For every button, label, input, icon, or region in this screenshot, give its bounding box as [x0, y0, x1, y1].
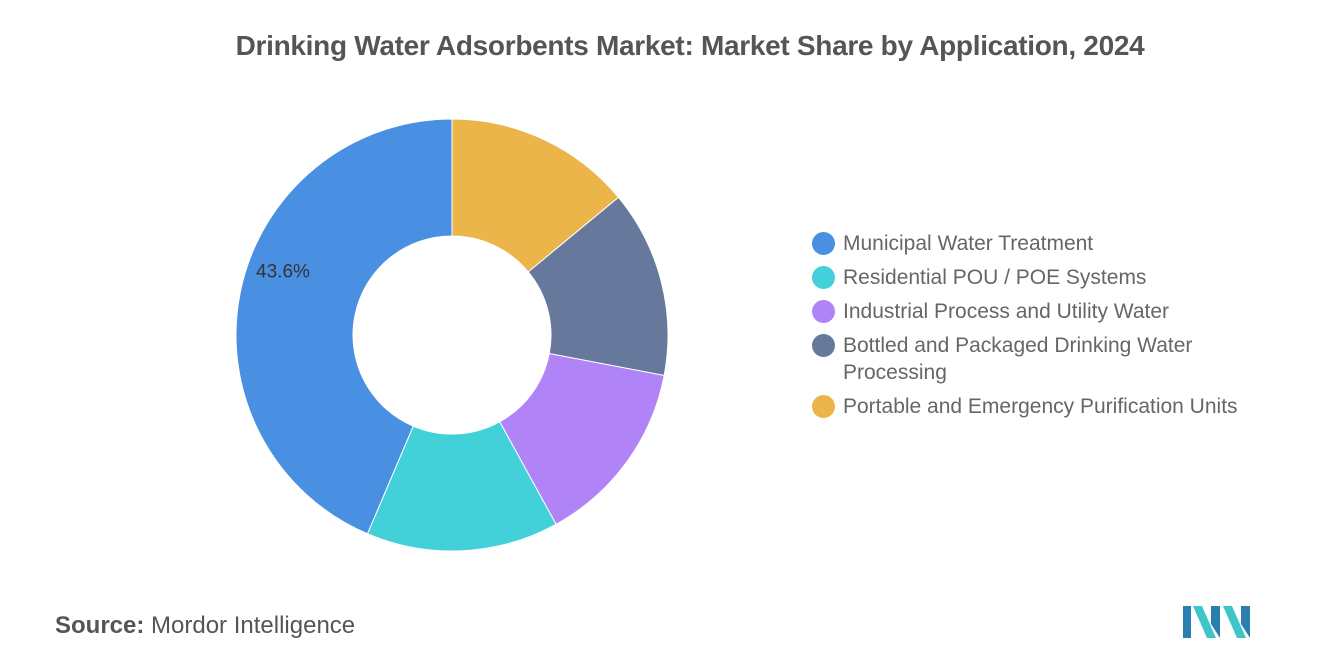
legend-swatch [812, 395, 835, 418]
legend-label: Portable and Emergency Purification Unit… [843, 395, 1238, 418]
mordor-intelligence-logo [1183, 606, 1250, 638]
slice-portable-and-emergency-purification-units [451, 118, 620, 273]
legend-swatch [812, 232, 835, 255]
legend-label: Residential POU / POE Systems [843, 266, 1147, 289]
source-value: Mordor Intelligence [151, 612, 356, 639]
legend-item: Bottled and Packaged Drinking Water Proc… [812, 332, 1312, 386]
legend-label: Bottled and Packaged Drinking Water Proc… [843, 334, 1193, 384]
legend-item: Portable and Emergency Purification Unit… [812, 393, 1312, 420]
slice-municipal-water-treatment [235, 118, 453, 535]
logo-stripe-5 [1241, 606, 1250, 638]
slice-residential-pou-poe-systems [366, 421, 557, 552]
logo-stripe-2 [1193, 606, 1216, 638]
legend-label: Industrial Process and Utility Water [843, 300, 1170, 323]
logo-stripe-3 [1211, 606, 1220, 638]
chart-title: Drinking Water Adsorbents Market: Market… [235, 30, 1145, 61]
legend-swatch [812, 266, 835, 289]
logo-stripe-4 [1223, 606, 1246, 638]
legend-item: Residential POU / POE Systems [812, 264, 1312, 291]
legend-label: Municipal Water Treatment [843, 232, 1094, 255]
legend-item: Municipal Water Treatment [812, 230, 1312, 257]
data-label: 43.6% [256, 262, 310, 283]
legend-swatch [812, 334, 835, 357]
logo-stripe-1 [1183, 606, 1191, 638]
source-label: Source: [55, 612, 145, 639]
source-line: Source: Mordor Intelligence [55, 612, 355, 640]
slice-industrial-process-and-utility-water [499, 352, 665, 525]
slice-bottled-and-packaged-drinking-water-processing [527, 196, 669, 377]
chart-legend: Municipal Water Treatment Residential POU… [812, 230, 1312, 427]
legend-swatch [812, 300, 835, 323]
legend-item: Industrial Process and Utility Water [812, 298, 1312, 325]
